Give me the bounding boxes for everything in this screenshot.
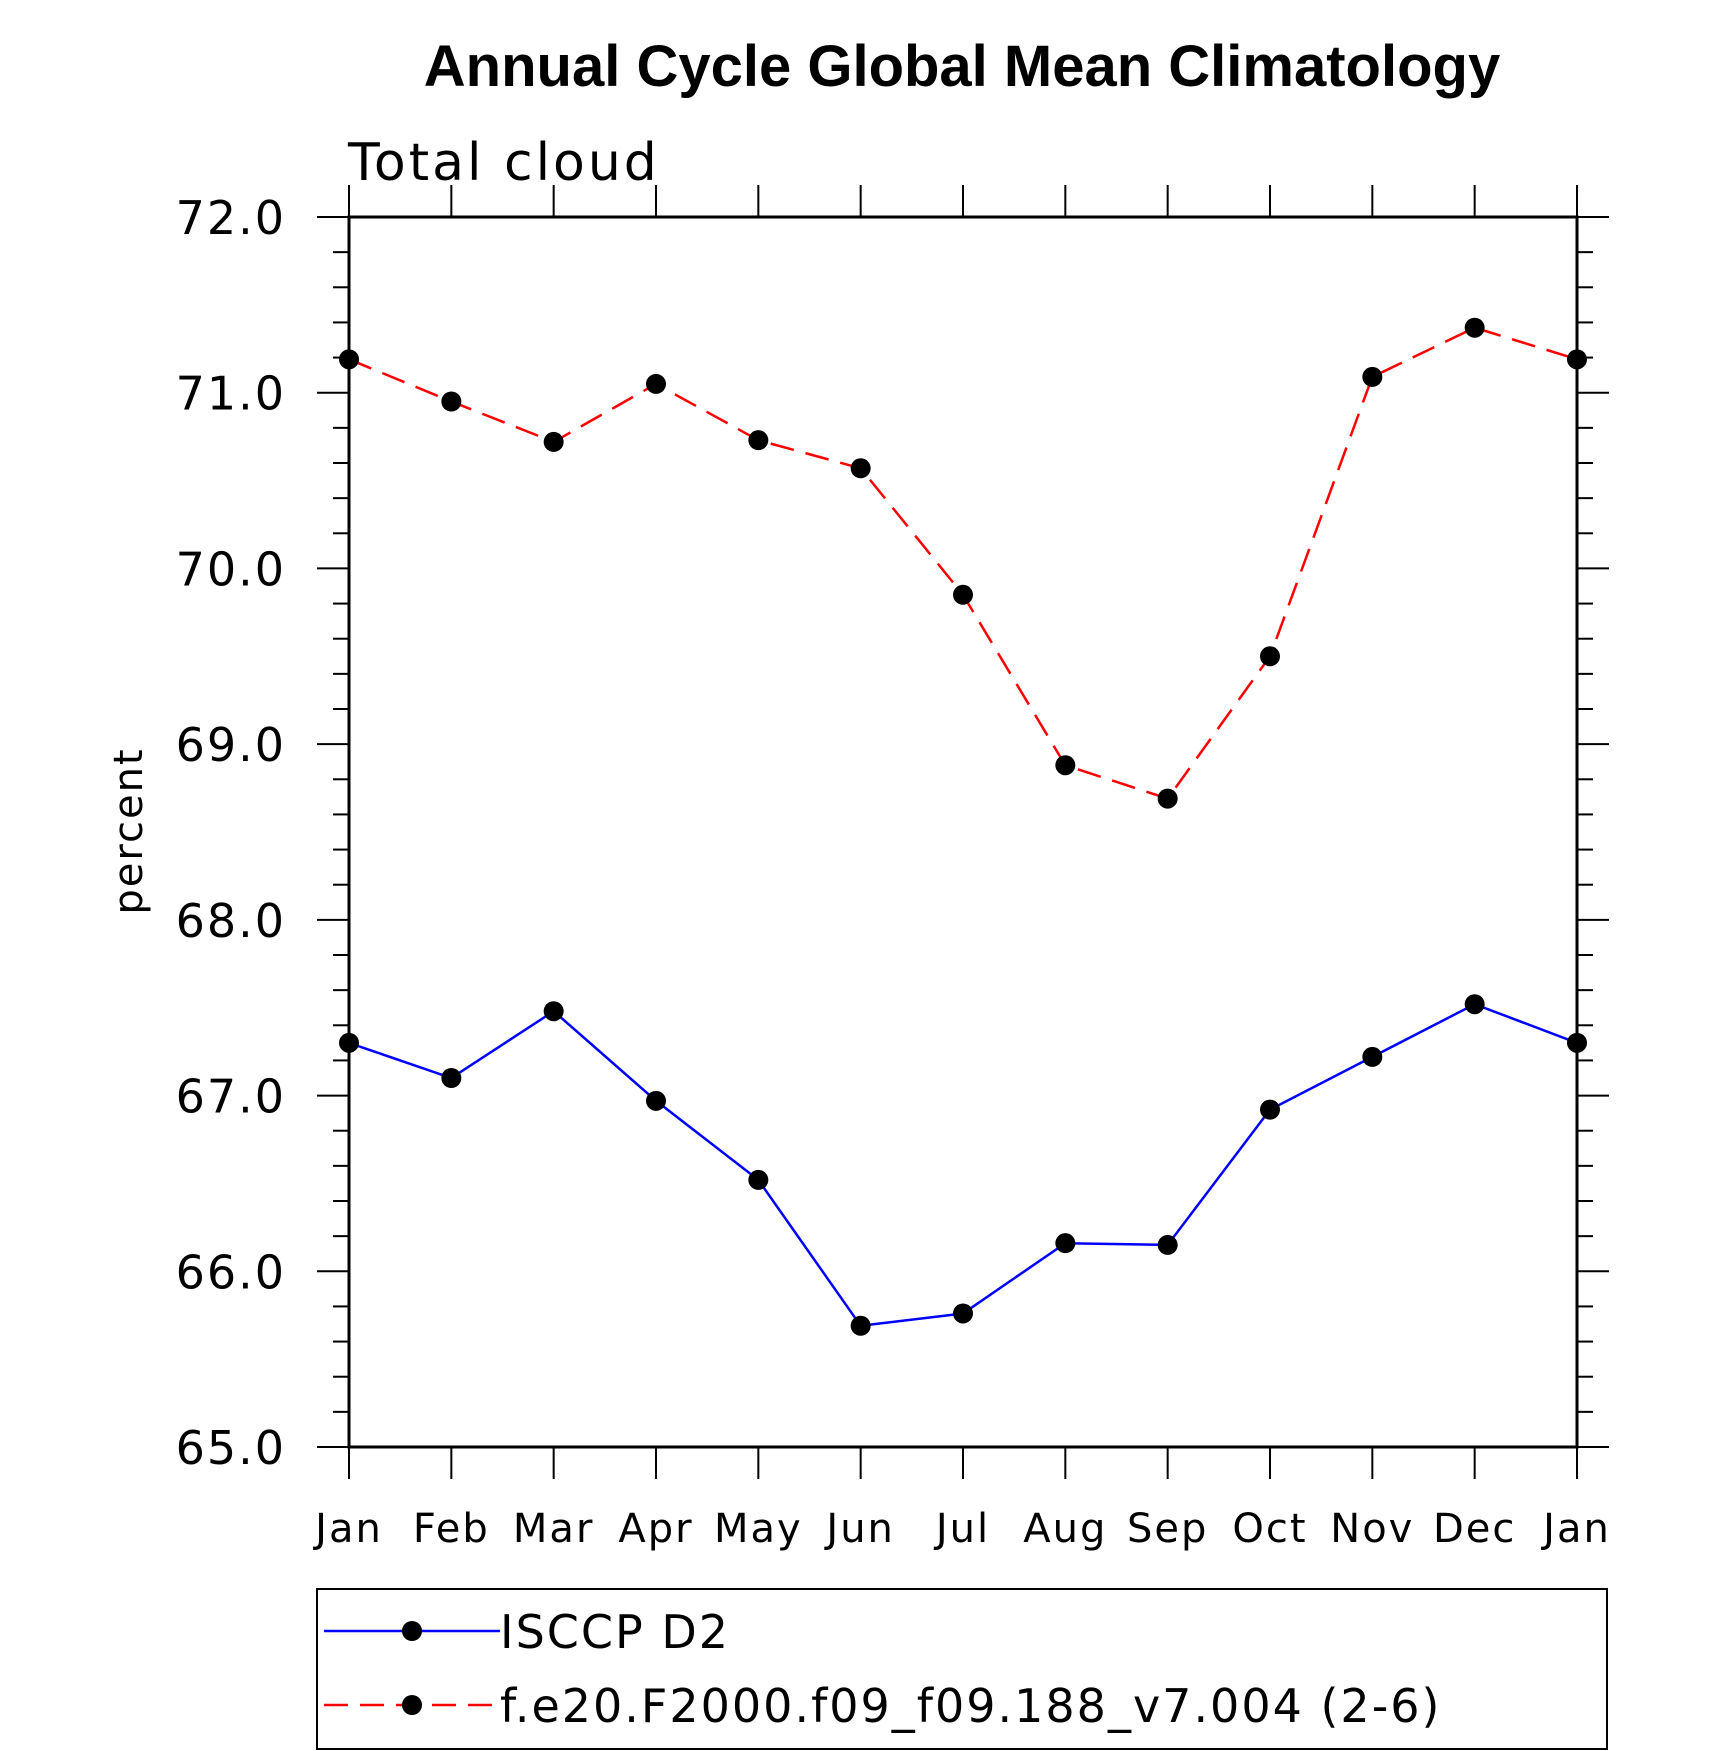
series-1-point [1464,317,1485,338]
x-tick-label: Mar [513,1506,594,1552]
legend-marker-0 [402,1621,422,1641]
y-axis-label: percent [106,747,152,914]
series-0-point [543,1001,564,1022]
series-0-point [850,1315,871,1336]
x-tick-label: Jan [312,1506,383,1552]
series-0-point [1260,1099,1280,1120]
series-0-point [1464,994,1485,1015]
y-tick-label: 71.0 [176,367,286,421]
legend-label-0: ISCCP D2 [500,1605,730,1659]
series-line-0 [348,1002,1578,1328]
y-tick-label: 65.0 [176,1421,286,1475]
plot-frame [347,215,1579,1449]
x-tick-label: Oct [1232,1506,1307,1552]
series-1-point [646,373,666,394]
x-tick-label: Jul [933,1506,990,1552]
series-1-point [543,431,564,452]
x-tick-label: May [714,1506,803,1552]
series-1-point [1157,788,1178,809]
x-tick-label: Jun [823,1506,895,1552]
legend: ISCCP D2 f.e20.F2000.f09_f09.188_v7.004 (… [316,1588,1608,1750]
series-0-point [1055,1233,1076,1254]
series-0-point [646,1090,666,1111]
x-tick-label: Dec [1433,1506,1516,1552]
chart-title: Annual Cycle Global Mean Climatology [424,34,1500,99]
y-tick-label: 69.0 [176,718,286,772]
x-tick-label: Jan [1540,1506,1611,1552]
x-tick-label: Sep [1127,1506,1208,1552]
series-0-point [441,1068,462,1088]
series-0-point [953,1303,973,1324]
x-tick-label: Aug [1023,1506,1107,1552]
series-1-point [850,458,871,479]
chart-subtitle: Total cloud [347,133,660,193]
legend-marker-1 [402,1695,422,1715]
series-1-point [1362,366,1383,387]
plot-area [317,185,1609,1479]
x-tick-label: Nov [1330,1506,1414,1552]
series-1-point [1055,755,1076,776]
legend-label-1: f.e20.F2000.f09_f09.188_v7.004 (2-6) [500,1679,1442,1733]
x-tick-label: Feb [413,1506,490,1552]
series-0-point [748,1169,769,1190]
y-tick-label: 68.0 [176,894,286,948]
series-1-point [748,430,769,451]
y-tick-label: 72.0 [176,191,286,245]
x-tick-label: Apr [618,1506,693,1552]
legend-box [316,1588,1608,1750]
series-0-point [1157,1234,1178,1255]
series-0-point [1362,1046,1383,1067]
series-1-point [441,391,462,412]
series-1-point [953,584,973,605]
y-tick-label: 67.0 [176,1070,286,1124]
y-tick-label: 70.0 [176,542,286,596]
series-line-1 [348,326,1578,801]
series-1-point [1260,646,1280,667]
y-tick-label: 66.0 [176,1245,286,1299]
